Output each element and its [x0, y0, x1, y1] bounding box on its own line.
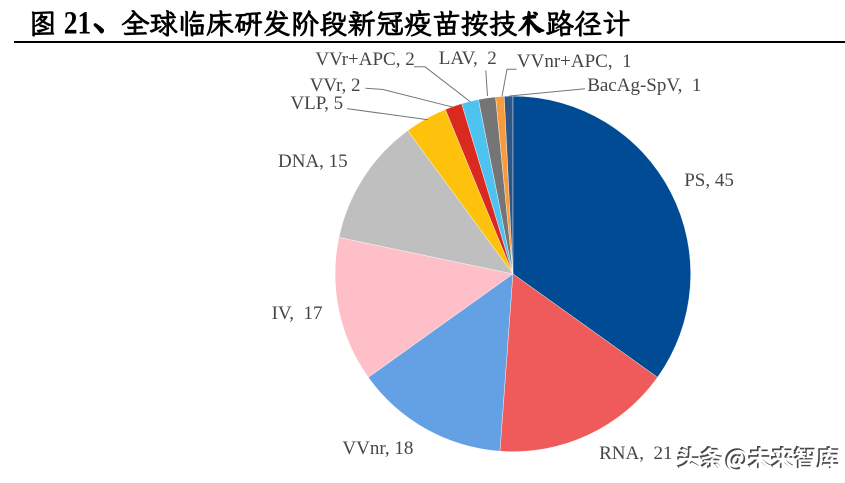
svg-text:21: 21 — [64, 6, 92, 42]
